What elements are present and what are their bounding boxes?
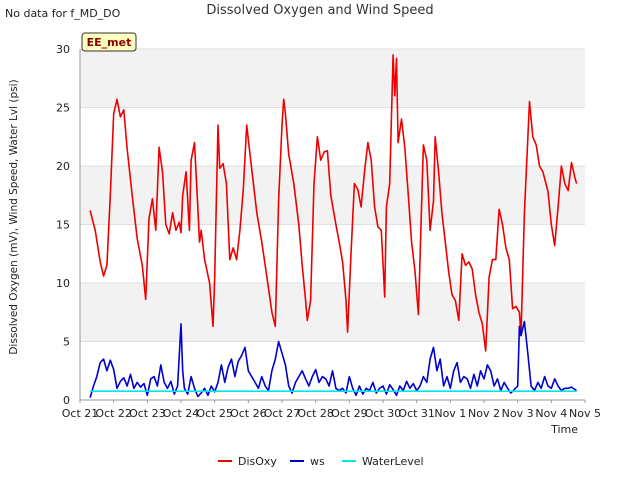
badge-label: EE_met: [87, 36, 132, 49]
y-tick-label: 15: [56, 219, 70, 232]
x-tick-label: Oct 26: [230, 407, 267, 420]
chart-title: Dissolved Oxygen and Wind Speed: [206, 3, 434, 18]
grid-band: [80, 283, 585, 342]
legend-label: DisOxy: [238, 455, 277, 468]
y-tick-label: 10: [56, 277, 70, 290]
x-tick-label: Oct 22: [95, 407, 132, 420]
grid-bands: [80, 49, 585, 342]
x-tick-label: Oct 25: [196, 407, 233, 420]
x-tick-label: Oct 24: [163, 407, 200, 420]
x-tick-label: Nov 3: [502, 407, 534, 420]
grid-lines: [80, 48, 585, 401]
x-axis-label: Time: [550, 423, 578, 436]
y-axis-ticks: 0 5 10 15 20 25 30: [56, 43, 70, 407]
y-axis-label: Dissolved Oxygen (mV), Wind Speed, Water…: [8, 79, 20, 354]
y-tick-label: 30: [56, 43, 70, 56]
y-tick-label: 0: [63, 394, 70, 407]
legend-label: WaterLevel: [362, 455, 424, 468]
x-tick-label: Oct 30: [365, 407, 402, 420]
x-tick-label: Nov 5: [569, 407, 601, 420]
x-tick-label: Oct 29: [331, 407, 368, 420]
ee-met-badge: EE_met: [81, 32, 137, 52]
series-line-disoxy: [89, 54, 578, 352]
legend-label: ws: [310, 455, 325, 468]
y-tick-label: 25: [56, 102, 70, 115]
x-tick-label: Nov 1: [434, 407, 466, 420]
x-tick-label: Oct 21: [62, 407, 99, 420]
x-tick-label: Oct 23: [129, 407, 166, 420]
series-line-ws: [89, 320, 578, 398]
x-tick-label: Oct 28: [297, 407, 334, 420]
x-tick-label: Oct 27: [264, 407, 301, 420]
x-tick-label: Oct 31: [398, 407, 435, 420]
x-tick-label: Nov 2: [468, 407, 500, 420]
series-lines: [89, 54, 578, 398]
y-tick-label: 20: [56, 160, 70, 173]
y-tick-label: 5: [63, 336, 70, 349]
grid-band: [80, 49, 585, 108]
no-data-note: No data for f_MD_DO: [5, 7, 121, 20]
legend: DisOxy ws WaterLevel: [218, 455, 424, 468]
x-tick-label: Nov 4: [535, 407, 567, 420]
